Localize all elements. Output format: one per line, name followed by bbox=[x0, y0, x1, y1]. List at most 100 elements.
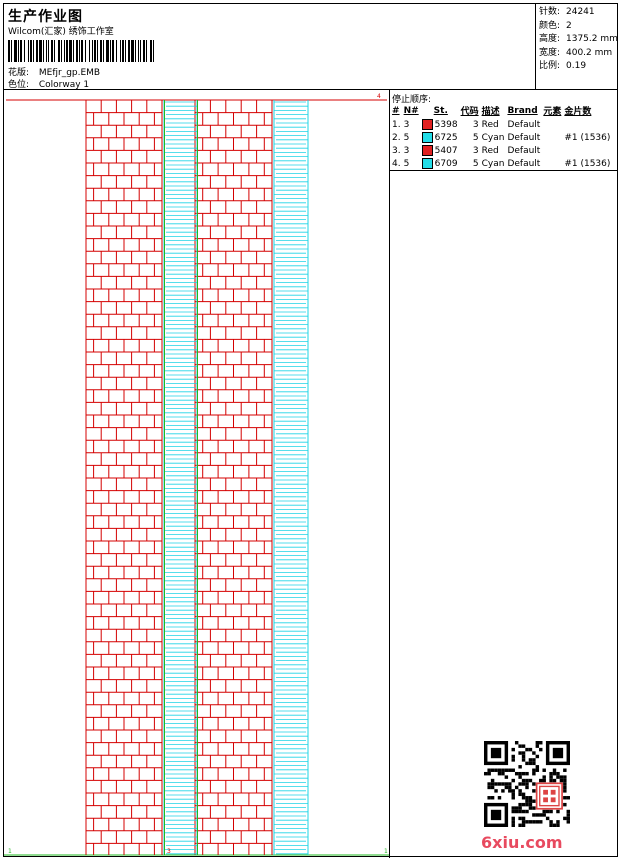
barcode-bar bbox=[36, 40, 38, 62]
design-file-label: 花版: bbox=[8, 68, 30, 78]
row-desc: Red bbox=[481, 145, 499, 156]
preview-divider bbox=[389, 89, 390, 858]
stop-sequence-table: # N# St. 代码 描述 Brand 元素 金片数 1. 3 5398 3 Red D… bbox=[392, 104, 613, 170]
barcode-bar bbox=[24, 40, 25, 62]
col-element: 元素 bbox=[543, 107, 562, 117]
barcode-bar bbox=[135, 40, 136, 62]
barcode-bar bbox=[66, 40, 68, 62]
barcode-bar bbox=[14, 40, 17, 62]
barcode-bar bbox=[128, 40, 130, 62]
table-header-row: # N# St. 代码 描述 Brand 元素 金片数 bbox=[392, 104, 613, 118]
barcode-bar bbox=[8, 40, 10, 62]
color-swatch bbox=[421, 145, 433, 156]
production-sheet: 生产作业图 Wilcom(汇家) 绣饰工作室 花版: MEfjr_gp.EMB … bbox=[3, 3, 618, 858]
qr-finder bbox=[484, 802, 509, 827]
row-n: 5 bbox=[403, 158, 410, 169]
barcode-bar bbox=[97, 40, 98, 62]
colorway-value: Colorway 1 bbox=[38, 80, 90, 90]
row-index: 1. bbox=[392, 119, 401, 130]
row-sequins bbox=[564, 144, 613, 157]
barcode-bar bbox=[89, 40, 90, 62]
col-brand: Brand bbox=[507, 105, 538, 116]
table-row: 2. 5 6725 5 Cyan Default #1 (1536) bbox=[392, 131, 613, 144]
col-st: St. bbox=[433, 105, 448, 116]
table-row: 1. 3 5398 3 Red Default bbox=[392, 118, 613, 131]
corner-mark-bottom-left: 1 bbox=[8, 848, 12, 855]
row-brand: Default bbox=[507, 145, 541, 156]
barcode-bar bbox=[116, 40, 117, 62]
barcode-bar bbox=[125, 40, 126, 62]
design-file-line: 花版: MEfjr_gp.EMB bbox=[8, 65, 100, 78]
barcode-bar bbox=[28, 40, 29, 62]
red-brick-strip bbox=[194, 99, 273, 855]
thread-code: 6709 bbox=[434, 159, 458, 169]
barcode-bar bbox=[58, 40, 60, 62]
site-watermark: 6xiu.com bbox=[481, 833, 563, 852]
stat-stitches: 针数: 24241 bbox=[539, 7, 595, 17]
barcode-bar bbox=[140, 40, 141, 62]
barcode-bar bbox=[106, 40, 109, 62]
row-desc: Red bbox=[481, 119, 499, 130]
colorway-line: 色位: Colorway 1 bbox=[8, 77, 89, 90]
row-st: 5 bbox=[472, 158, 479, 169]
col-desc: 描述 bbox=[481, 107, 500, 117]
barcode-bar bbox=[48, 40, 49, 62]
header-divider bbox=[4, 89, 617, 90]
corner-mark-bottom-mid: 3 bbox=[167, 848, 171, 855]
barcode-bar bbox=[131, 40, 134, 62]
barcode-bar bbox=[143, 40, 145, 62]
row-st: 3 bbox=[472, 119, 479, 130]
row-index: 2. bbox=[392, 132, 401, 143]
row-brand: Default bbox=[507, 158, 541, 169]
barcode-bar bbox=[138, 40, 139, 62]
barcode-bar bbox=[110, 40, 111, 62]
barcode-bar bbox=[79, 40, 80, 62]
red-brick-strip bbox=[85, 99, 163, 855]
row-n: 5 bbox=[403, 132, 410, 143]
barcode-bar bbox=[85, 40, 86, 62]
barcode-bar bbox=[150, 40, 152, 62]
barcode-bar bbox=[100, 40, 102, 62]
row-st: 3 bbox=[472, 145, 479, 156]
barcode bbox=[8, 40, 154, 62]
barcode-bar bbox=[122, 40, 124, 62]
col-code: 代码 bbox=[460, 107, 479, 117]
barcode-bar bbox=[11, 40, 12, 62]
barcode-bar bbox=[92, 40, 93, 62]
row-index: 4. bbox=[392, 158, 401, 169]
qr-finder bbox=[545, 741, 570, 766]
row-code: 6709 bbox=[421, 157, 461, 170]
qr-code bbox=[484, 741, 570, 827]
cyan-satin-strip bbox=[163, 100, 198, 855]
barcode-bar bbox=[39, 40, 42, 62]
barcode-bar bbox=[76, 40, 78, 62]
table-row: 3. 3 5407 3 Red Default bbox=[392, 144, 613, 157]
barcode-bar bbox=[18, 40, 19, 62]
stats-panel: 针数: 24241 颜色: 2 高度: 1375.2 mm 宽度: 400.2 mm 比… bbox=[539, 6, 618, 74]
row-index: 3. bbox=[392, 145, 401, 156]
color-swatch bbox=[421, 132, 433, 143]
barcode-bar bbox=[153, 40, 154, 62]
row-sequins: #1 (1536) bbox=[564, 158, 611, 169]
row-desc: Cyan bbox=[481, 158, 505, 169]
col-index: # bbox=[392, 105, 400, 116]
row-element bbox=[543, 118, 564, 131]
barcode-bar bbox=[81, 40, 83, 62]
row-code: 6725 bbox=[421, 131, 461, 144]
row-code: 5398 bbox=[421, 118, 461, 131]
row-element bbox=[543, 157, 564, 170]
barcode-bar bbox=[69, 40, 72, 62]
barcode-bar bbox=[112, 40, 114, 62]
corner-mark-top-right: 4 bbox=[377, 93, 381, 100]
thread-code: 5407 bbox=[434, 146, 458, 156]
color-swatch bbox=[421, 119, 433, 130]
barcode-bar bbox=[120, 40, 121, 62]
barcode-bar bbox=[43, 40, 44, 62]
design-file-value: MEfjr_gp.EMB bbox=[38, 68, 101, 78]
barcode-bar bbox=[64, 40, 65, 62]
stat-width: 宽度: 400.2 mm bbox=[539, 47, 613, 58]
row-brand: Default bbox=[507, 119, 541, 130]
row-n: 3 bbox=[403, 145, 410, 156]
barcode-bar bbox=[146, 40, 147, 62]
barcode-bar bbox=[103, 40, 104, 62]
